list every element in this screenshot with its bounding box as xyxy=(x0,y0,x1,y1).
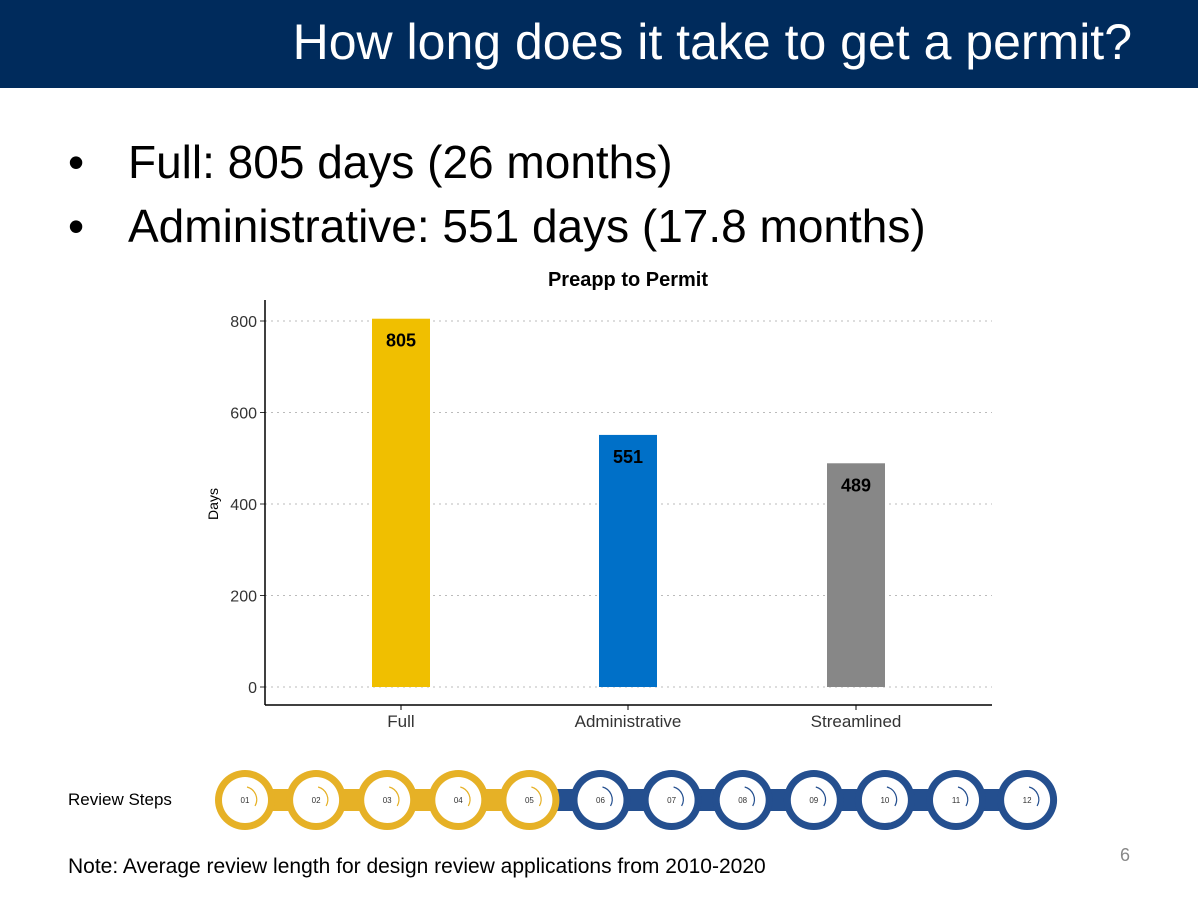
step-progress-arc xyxy=(1028,786,1040,807)
step-01 xyxy=(222,777,268,823)
step-progress-arc xyxy=(531,786,542,807)
step-progress-arc xyxy=(602,786,613,807)
review-steps-label: Review Steps xyxy=(68,790,172,809)
step-number: 11 xyxy=(952,796,961,805)
step-number: 04 xyxy=(454,796,463,805)
step-number: 12 xyxy=(1023,796,1032,805)
step-number: 10 xyxy=(880,796,889,805)
bar-full xyxy=(372,318,430,687)
chart-title: Preapp to Permit xyxy=(548,269,708,291)
step-progress-arc xyxy=(246,786,258,807)
step-number: 05 xyxy=(525,796,534,805)
step-progress-arc xyxy=(460,786,471,807)
step-05 xyxy=(506,777,553,823)
header-bar: How long does it take to get a permit? xyxy=(0,0,1198,88)
step-number: 02 xyxy=(312,796,321,805)
step-progress-arc xyxy=(815,786,827,807)
step-10 xyxy=(861,777,908,823)
y-tick-label: 400 xyxy=(230,497,257,514)
slide-title: How long does it take to get a permit? xyxy=(292,14,1132,70)
step-02 xyxy=(293,777,340,823)
step-number: 06 xyxy=(596,796,605,805)
y-tick-label: 800 xyxy=(230,314,257,331)
bullet-full: • Full: 805 days (26 months) xyxy=(68,136,673,188)
step-progress-arc xyxy=(317,786,329,807)
y-tick-label: 0 xyxy=(248,680,257,697)
step-06 xyxy=(577,777,624,823)
step-progress-arc xyxy=(673,786,684,807)
data-label: 805 xyxy=(386,331,416,351)
step-progress-arc xyxy=(744,786,755,807)
step-number: 01 xyxy=(241,796,250,805)
step-number: 09 xyxy=(809,796,818,805)
data-label: 489 xyxy=(841,475,871,495)
y-tick-label: 200 xyxy=(230,589,257,606)
y-axis-label: Days xyxy=(205,488,221,520)
step-03 xyxy=(364,777,411,823)
x-tick-label: Full xyxy=(387,712,414,731)
x-tick-label: Administrative xyxy=(575,712,682,731)
step-04 xyxy=(435,777,482,823)
step-number: 07 xyxy=(667,796,676,805)
step-progress-arc xyxy=(886,786,898,807)
data-label: 551 xyxy=(613,447,643,467)
step-07 xyxy=(648,777,695,823)
bar-streamlined xyxy=(827,463,885,687)
step-09 xyxy=(790,777,837,823)
step-progress-arc xyxy=(957,786,969,807)
step-11 xyxy=(933,777,979,823)
step-08 xyxy=(719,777,766,823)
note: Note: Average review length for design r… xyxy=(68,855,766,878)
step-progress-arc xyxy=(389,786,400,807)
y-tick-label: 600 xyxy=(230,406,257,423)
bar-chart: Preapp to Permit 0 200 400 600 800 Days 805 Full… xyxy=(205,269,992,731)
step-number: 03 xyxy=(383,796,392,805)
page-number: 6 xyxy=(1120,845,1131,865)
step-12 xyxy=(1004,777,1051,823)
step-number: 08 xyxy=(738,796,747,805)
x-tick-label: Streamlined xyxy=(811,712,902,731)
bar-administrative xyxy=(599,434,657,687)
bullet-administrative: • Administrative: 551 days (17.8 months) xyxy=(68,200,926,252)
